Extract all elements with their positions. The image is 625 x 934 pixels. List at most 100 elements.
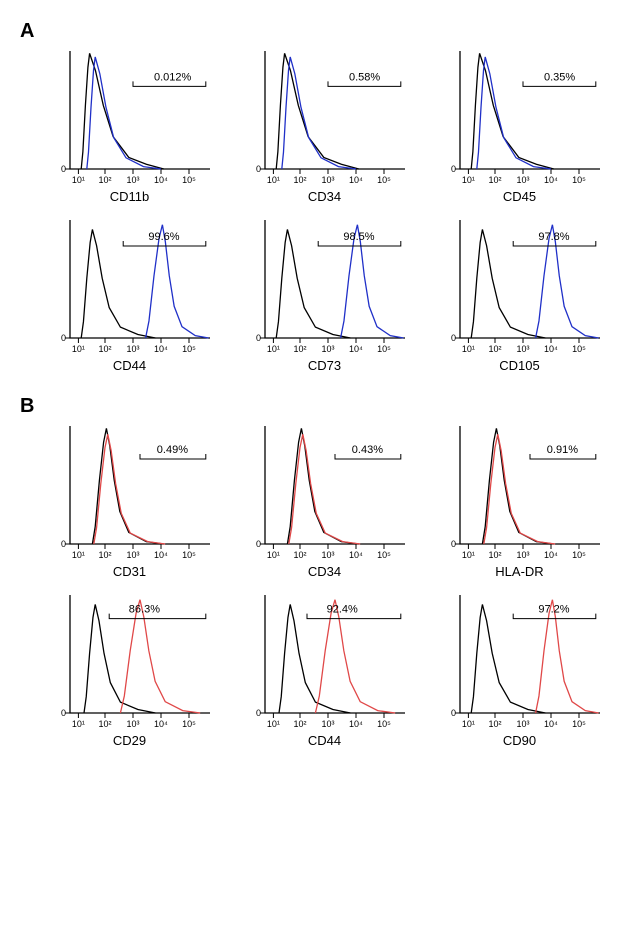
control-histogram	[287, 428, 358, 544]
histogram-panel: 010¹10²10³10⁴10⁵0.58%	[241, 47, 409, 187]
svg-text:10¹: 10¹	[266, 550, 279, 560]
svg-text:10³: 10³	[126, 175, 139, 185]
svg-text:10⁴: 10⁴	[349, 344, 363, 354]
svg-text:10⁴: 10⁴	[349, 719, 363, 729]
svg-text:10²: 10²	[488, 550, 501, 560]
svg-text:10⁴: 10⁴	[154, 719, 168, 729]
svg-text:10³: 10³	[516, 344, 529, 354]
x-axis-label: CD29	[113, 733, 146, 748]
x-axis-label: CD44	[308, 733, 341, 748]
svg-text:10⁴: 10⁴	[544, 175, 558, 185]
x-axis-label: CD34	[308, 564, 341, 579]
svg-text:10³: 10³	[321, 550, 334, 560]
gate-percentage: 98.5%	[343, 231, 374, 243]
svg-text:10²: 10²	[98, 719, 111, 729]
sample-histogram	[476, 57, 550, 169]
gate-percentage: 0.35%	[544, 71, 575, 83]
svg-text:10³: 10³	[516, 550, 529, 560]
sample-histogram	[315, 600, 395, 713]
gate-percentage: 0.91%	[546, 444, 577, 456]
svg-text:10⁵: 10⁵	[377, 550, 391, 560]
svg-text:10³: 10³	[126, 719, 139, 729]
x-axis-label: CD11b	[110, 189, 150, 204]
svg-text:10⁵: 10⁵	[182, 175, 196, 185]
histogram-panel: 010¹10²10³10⁴10⁵0.35%	[436, 47, 604, 187]
svg-text:10²: 10²	[98, 550, 111, 560]
svg-text:10⁵: 10⁵	[572, 344, 586, 354]
svg-text:10⁴: 10⁴	[544, 719, 558, 729]
svg-text:10¹: 10¹	[71, 344, 84, 354]
svg-text:10¹: 10¹	[461, 550, 474, 560]
svg-text:10¹: 10¹	[461, 719, 474, 729]
sample-histogram	[86, 57, 160, 169]
svg-text:10⁵: 10⁵	[182, 550, 196, 560]
sample-histogram	[535, 600, 598, 713]
panel-cd44: 010¹10²10³10⁴10⁵92.4%CD44	[239, 591, 410, 748]
svg-text:10⁵: 10⁵	[377, 175, 391, 185]
panel-cd73: 010¹10²10³10⁴10⁵98.5%CD73	[239, 216, 410, 373]
svg-text:10⁴: 10⁴	[544, 550, 558, 560]
svg-text:10⁵: 10⁵	[182, 344, 196, 354]
x-axis-label: CD105	[499, 358, 539, 373]
svg-text:10¹: 10¹	[461, 175, 474, 185]
svg-text:10³: 10³	[126, 344, 139, 354]
x-axis-label: CD44	[113, 358, 146, 373]
x-axis-label: CD31	[113, 564, 146, 579]
panel-cd11b: 010¹10²10³10⁴10⁵0.012%CD11b	[44, 47, 215, 204]
svg-text:10⁴: 10⁴	[154, 344, 168, 354]
sample-histogram	[483, 434, 554, 544]
svg-text:10⁴: 10⁴	[154, 175, 168, 185]
svg-text:10¹: 10¹	[266, 175, 279, 185]
svg-text:10¹: 10¹	[266, 344, 279, 354]
gate-percentage: 0.49%	[156, 444, 187, 456]
svg-text:10⁴: 10⁴	[154, 550, 168, 560]
panel-cd34: 010¹10²10³10⁴10⁵0.58%CD34	[239, 47, 410, 204]
panel-grid: 010¹10²10³10⁴10⁵0.49%CD31010¹10²10³10⁴10…	[44, 422, 605, 748]
svg-text:10⁴: 10⁴	[349, 550, 363, 560]
svg-text:10⁵: 10⁵	[182, 719, 196, 729]
svg-text:10⁴: 10⁴	[544, 344, 558, 354]
svg-text:10²: 10²	[488, 719, 501, 729]
svg-text:10¹: 10¹	[71, 719, 84, 729]
gate-percentage: 86.3%	[128, 604, 159, 616]
x-axis-label: CD73	[308, 358, 341, 373]
gate-percentage: 0.43%	[351, 444, 382, 456]
svg-text:10²: 10²	[293, 175, 306, 185]
svg-text:10⁵: 10⁵	[572, 719, 586, 729]
gate-percentage: 0.58%	[349, 71, 380, 83]
histogram-panel: 010¹10²10³10⁴10⁵0.49%	[46, 422, 214, 562]
histogram-panel: 010¹10²10³10⁴10⁵97.2%	[436, 591, 604, 731]
svg-text:10²: 10²	[293, 719, 306, 729]
x-axis-label: CD45	[503, 189, 536, 204]
section-label-A: A	[20, 20, 605, 43]
panel-cd90: 010¹10²10³10⁴10⁵97.2%CD90	[434, 591, 605, 748]
control-histogram	[482, 428, 553, 544]
svg-text:10⁵: 10⁵	[572, 175, 586, 185]
panel-grid: 010¹10²10³10⁴10⁵0.012%CD11b010¹10²10³10⁴…	[44, 47, 605, 373]
histogram-panel: 010¹10²10³10⁴10⁵97.8%	[436, 216, 604, 356]
svg-text:10³: 10³	[321, 175, 334, 185]
panel-cd31: 010¹10²10³10⁴10⁵0.49%CD31	[44, 422, 215, 579]
svg-text:10¹: 10¹	[266, 719, 279, 729]
sample-histogram	[288, 434, 359, 544]
histogram-panel: 010¹10²10³10⁴10⁵0.91%	[436, 422, 604, 562]
sample-histogram	[120, 600, 200, 713]
svg-text:10¹: 10¹	[461, 344, 474, 354]
gate-percentage: 99.6%	[148, 231, 179, 243]
svg-text:10²: 10²	[488, 344, 501, 354]
histogram-panel: 010¹10²10³10⁴10⁵0.012%	[46, 47, 214, 187]
svg-text:10³: 10³	[126, 550, 139, 560]
svg-text:10⁴: 10⁴	[349, 175, 363, 185]
panel-cd105: 010¹10²10³10⁴10⁵97.8%CD105	[434, 216, 605, 373]
svg-text:10²: 10²	[98, 175, 111, 185]
sample-histogram	[281, 57, 355, 169]
histogram-panel: 010¹10²10³10⁴10⁵92.4%	[241, 591, 409, 731]
x-axis-label: CD90	[503, 733, 536, 748]
svg-text:10²: 10²	[293, 344, 306, 354]
panel-cd29: 010¹10²10³10⁴10⁵86.3%CD29	[44, 591, 215, 748]
svg-text:10³: 10³	[321, 719, 334, 729]
svg-text:10³: 10³	[516, 719, 529, 729]
svg-text:10¹: 10¹	[71, 175, 84, 185]
x-axis-label: HLA-DR	[495, 564, 543, 579]
panel-hla-dr: 010¹10²10³10⁴10⁵0.91%HLA-DR	[434, 422, 605, 579]
